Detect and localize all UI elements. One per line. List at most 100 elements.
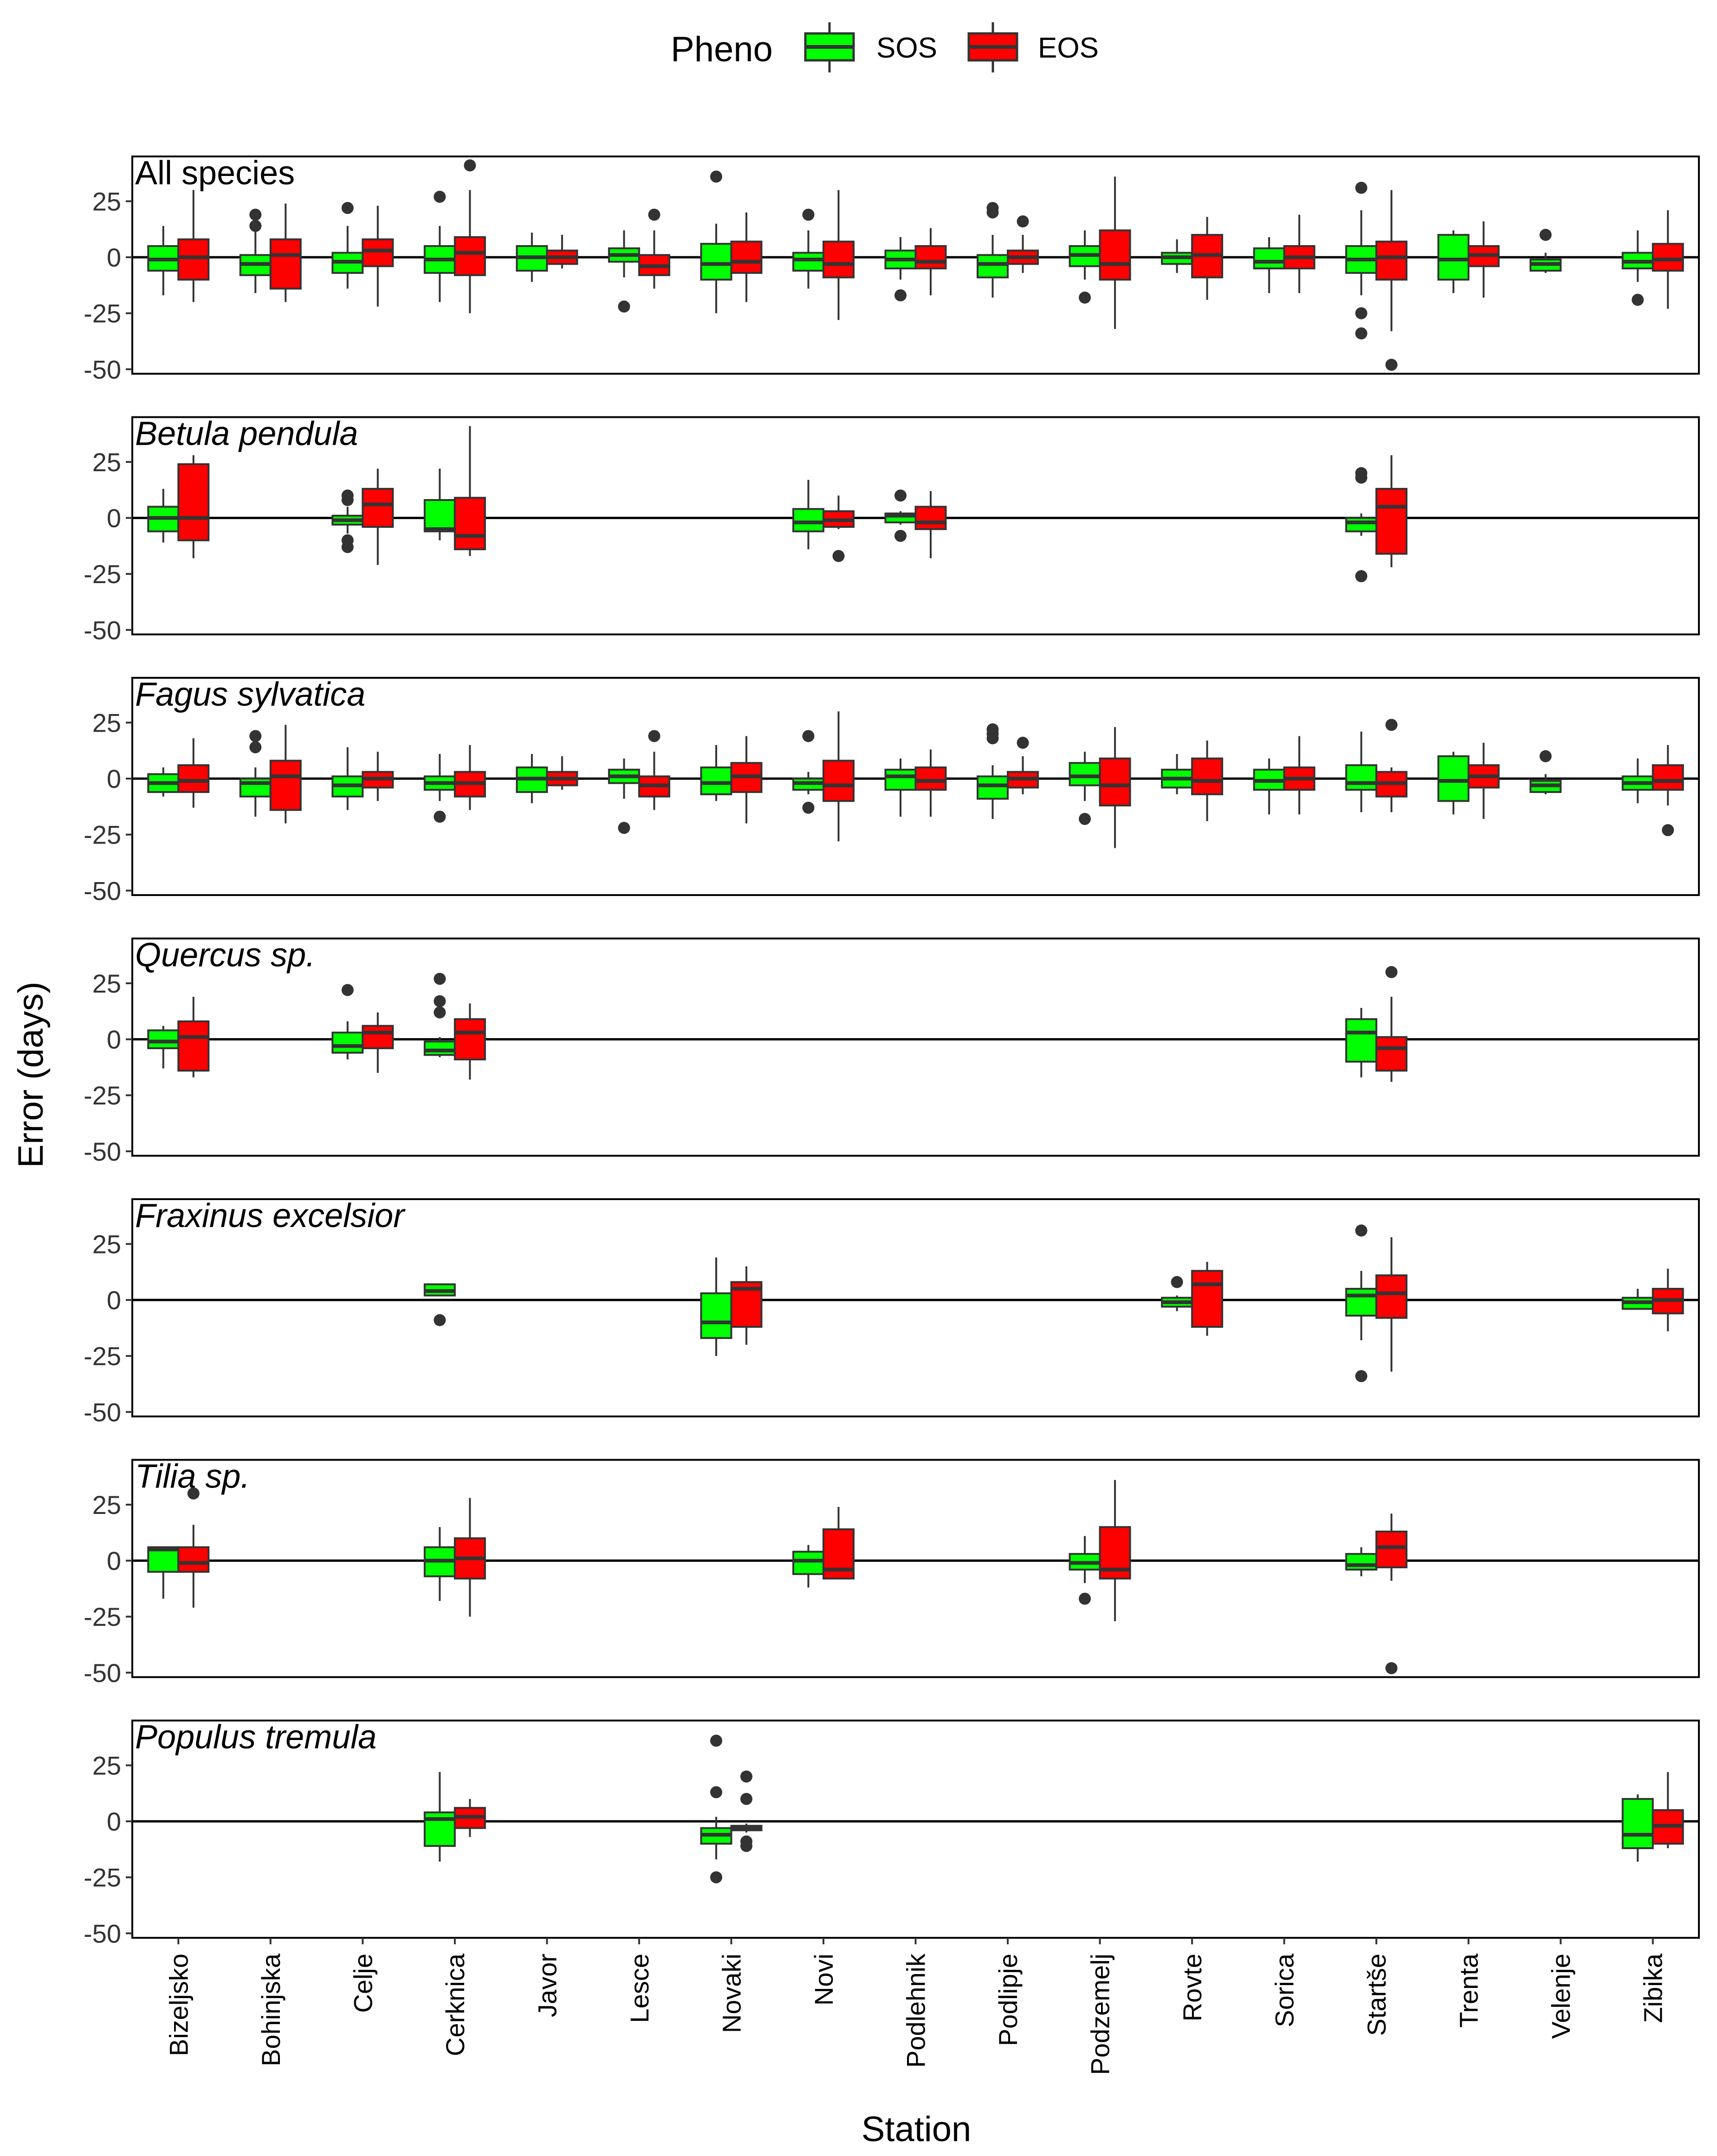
panel-border <box>131 1198 1700 1417</box>
box-novi-eos <box>822 495 855 562</box>
box-cerknica-sos <box>423 1283 456 1326</box>
box-body <box>454 497 486 551</box>
outlier-point <box>1355 570 1367 583</box>
box-novi-sos <box>792 208 824 289</box>
box-body <box>792 252 824 272</box>
outlier-point <box>341 201 354 214</box>
box-bohinjska-sos <box>239 730 272 817</box>
panel-title: Fraxinus excelsior <box>135 1197 406 1234</box>
y-tick-label: -50 <box>84 876 121 905</box>
outlier-point <box>464 159 476 172</box>
outlier-point <box>1662 824 1674 837</box>
outlier-point <box>802 801 815 814</box>
box-body <box>914 245 947 270</box>
box-podlehnik-sos <box>884 237 917 302</box>
outlier-point <box>341 984 354 996</box>
outlier-point <box>1079 1592 1091 1605</box>
panel-tilia-sp: Tilia sp.250-25-50 <box>84 1458 1700 1688</box>
box-cerknica-eos <box>454 745 486 810</box>
box-body <box>269 238 302 290</box>
box-startse-eos <box>1375 1237 1408 1372</box>
box-body <box>1069 762 1101 786</box>
outlier-point <box>249 220 262 232</box>
box-novi-sos <box>792 480 824 550</box>
legend: Pheno SOS EOS <box>671 22 1099 72</box>
box-cerknica-sos <box>423 1527 456 1601</box>
outlier-point <box>618 300 630 313</box>
box-startse-sos <box>1345 1224 1378 1383</box>
box-bizeljsko-sos <box>147 226 180 296</box>
outlier-point <box>894 489 907 502</box>
x-tick-label-bizeljsko: Bizeljsko <box>164 1954 193 2056</box>
box-podzemelj-sos <box>1069 752 1101 825</box>
x-axis: Bizeljsko Bohinjska Celje Cerknica Javor Lesc… <box>164 1938 1668 2075</box>
box-startse-sos <box>1345 731 1378 812</box>
y-tick-label: -25 <box>84 1863 121 1892</box>
x-tick-label-rovte: Rovte <box>1178 1954 1207 2021</box>
box-bohinjska-sos <box>239 208 272 293</box>
box-body <box>177 463 210 541</box>
panel-title: Quercus sp. <box>135 937 315 974</box>
x-tick-label-podlipje: Podlipje <box>993 1954 1023 2046</box>
y-tick-label: 0 <box>107 764 121 793</box>
box-zibika-eos <box>1652 745 1684 837</box>
box-body <box>1621 1798 1654 1850</box>
outlier-point <box>187 1487 200 1500</box>
box-podlipje-eos <box>1007 736 1039 794</box>
outlier-point <box>1385 966 1398 978</box>
box-rovte-eos <box>1191 217 1224 300</box>
legend-key-sos <box>804 22 855 72</box>
box-sorica-eos <box>1283 736 1315 815</box>
box-body <box>977 254 1009 279</box>
box-cerknica-sos <box>423 754 456 823</box>
outlier-point <box>1385 719 1398 731</box>
box-trenta-sos <box>1437 752 1470 815</box>
box-body <box>1345 764 1378 791</box>
box-cerknica-sos <box>423 190 456 302</box>
outlier-point <box>434 995 446 1007</box>
box-bizeljsko-eos <box>177 738 210 808</box>
outlier-point <box>710 170 722 183</box>
box-celje-eos <box>362 206 394 307</box>
box-rovte-eos <box>1191 740 1224 821</box>
outlier-point <box>710 1786 722 1799</box>
y-tick-label: 25 <box>92 969 121 998</box>
box-zibika-eos <box>1652 210 1684 309</box>
box-body <box>331 1032 364 1054</box>
box-zibika-eos <box>1652 1268 1684 1331</box>
y-tick-label: -50 <box>84 1397 121 1427</box>
outlier-point <box>249 730 262 742</box>
outlier-point <box>434 1314 446 1326</box>
box-podlehnik-eos <box>914 228 947 296</box>
box-body <box>423 1040 456 1056</box>
box-podzemelj-eos <box>1099 1480 1131 1621</box>
box-podzemelj-sos <box>1069 1536 1101 1605</box>
box-sorica-sos <box>1253 758 1285 815</box>
y-tick-label: 25 <box>92 448 121 477</box>
box-novaki-sos <box>700 1734 732 1883</box>
panel-quercus-sp: Quercus sp. 25 0 -25 -50 <box>84 937 1700 1166</box>
box-body <box>362 1025 394 1049</box>
box-body <box>454 236 486 276</box>
box-body <box>454 1018 486 1061</box>
box-cerknica-sos <box>423 468 456 540</box>
box-trenta-eos <box>1467 742 1500 819</box>
outlier-point <box>1355 182 1367 194</box>
box-body <box>884 768 917 791</box>
y-tick-label: -50 <box>84 355 121 384</box>
box-velenje-sos <box>1529 750 1562 794</box>
outlier-point <box>434 973 446 985</box>
y-tick-label: -50 <box>84 1137 121 1166</box>
y-tick-label: 25 <box>92 1229 121 1259</box>
outlier-point <box>1355 471 1367 484</box>
box-lesce-eos <box>638 208 670 289</box>
box-lesce-sos <box>608 758 640 834</box>
box-body <box>269 760 302 811</box>
box-podzemelj-eos <box>1099 176 1131 329</box>
y-tick-label: 25 <box>92 708 121 737</box>
outlier-point <box>894 289 907 302</box>
box-novi-eos <box>822 711 855 842</box>
y-tick-label: -50 <box>84 1919 121 1948</box>
panel-title: All species <box>135 155 295 192</box>
outlier-point <box>1355 1370 1367 1383</box>
